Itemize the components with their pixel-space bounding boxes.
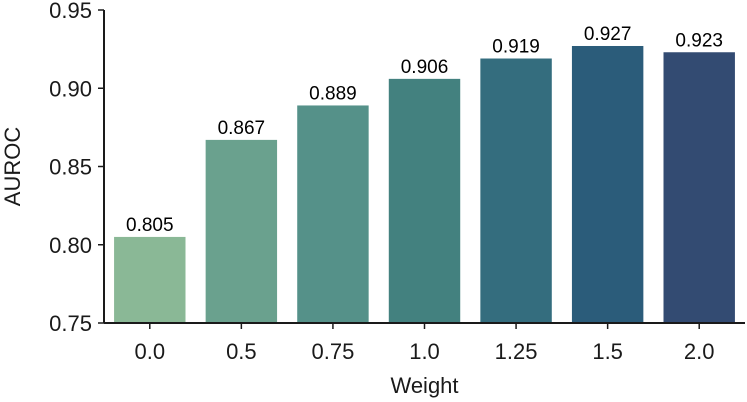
bar-1.25 [480, 58, 552, 323]
data-label-0.0: 0.805 [126, 215, 174, 236]
x-tick-label-0.75: 0.75 [312, 339, 355, 364]
data-label-2.0: 0.923 [675, 30, 723, 51]
bar-1.5 [571, 45, 644, 324]
y-tick-label-0.90: 0.90 [49, 76, 92, 101]
bar-0.0 [114, 236, 186, 323]
data-label-1.5: 0.927 [584, 24, 632, 45]
data-label-1.0: 0.906 [401, 57, 449, 78]
data-label-0.5: 0.867 [218, 118, 266, 139]
bar-1.0 [388, 78, 461, 323]
data-label-1.25: 0.919 [492, 37, 540, 58]
x-tick-label-1.0: 1.0 [409, 339, 440, 364]
y-tick-label-0.85: 0.85 [49, 155, 92, 180]
x-tick-label-1.5: 1.5 [592, 339, 623, 364]
y-axis: 0.75 0.80 0.85 0.90 0.95 [49, 0, 105, 336]
bar-0.5 [205, 139, 278, 323]
y-tick-label-0.80: 0.80 [49, 233, 92, 258]
bar-2.0 [663, 52, 735, 323]
x-tick-label-1.25: 1.25 [495, 339, 538, 364]
x-tick-label-2.0: 2.0 [684, 339, 715, 364]
bar-0.75 [297, 105, 369, 324]
x-axis-title: Weight [390, 373, 458, 398]
data-labels-group: 0.805 0.867 0.889 0.906 0.919 0.927 0.923 [126, 24, 723, 236]
y-tick-label-0.75: 0.75 [49, 311, 92, 336]
data-label-0.75: 0.889 [309, 83, 357, 104]
y-tick-label-0.95: 0.95 [49, 0, 92, 23]
x-axis: 0.0 0.5 0.75 1.0 1.25 1.5 2.0 [104, 322, 745, 364]
bars-group [114, 45, 735, 324]
x-tick-label-0.0: 0.0 [134, 339, 165, 364]
x-tick-label-0.5: 0.5 [226, 339, 257, 364]
y-axis-title: AUROC [0, 127, 25, 207]
